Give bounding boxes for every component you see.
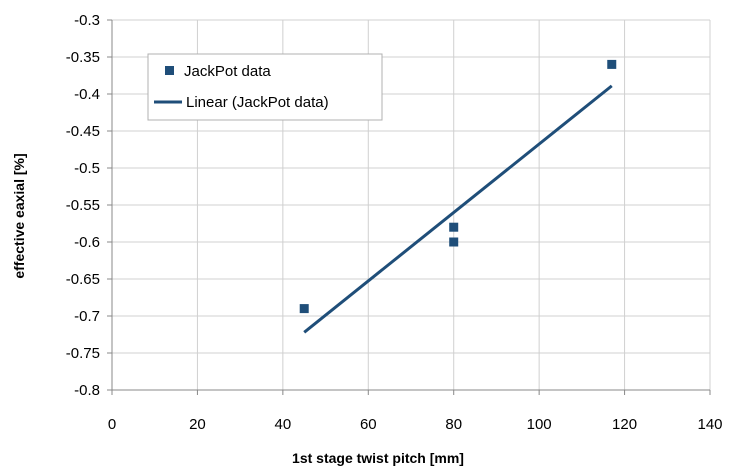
y-tick-labels: -0.3 -0.35 -0.4 -0.45 -0.5 -0.55 -0.6 -0.65 -0.7… [66,12,100,399]
x-tick-label: 20 [189,416,206,433]
axes [107,19,711,395]
legend-entry-linear: Linear (JackPot data) [186,94,329,111]
legend-box [147,53,383,121]
x-tick-label: 120 [612,416,637,433]
legend-entry-scatter: JackPot data [184,63,271,80]
y-tick-label: -0.35 [66,49,100,66]
data-point [449,222,459,232]
data-point [607,59,617,69]
legend: JackPot data Linear (JackPot data) [147,53,383,121]
y-tick-label: -0.6 [74,234,100,251]
trendline [303,84,613,334]
y-tick-label: -0.7 [74,308,100,325]
x-tick-labels: 0 20 40 60 80 100 120 140 [108,416,723,433]
y-tick-label: -0.5 [74,160,100,177]
y-tick-label: -0.65 [66,271,100,288]
data-point [299,304,309,314]
y-tick-label: -0.75 [66,345,100,362]
x-tick-label: 0 [108,416,116,433]
y-tick-label: -0.55 [66,197,100,214]
plot-series [299,59,617,334]
legend-marker-square [165,66,174,75]
grid [112,19,711,390]
y-tick-label: -0.45 [66,123,100,140]
y-tick-label: -0.8 [74,382,100,399]
x-tick-label: 140 [697,416,722,433]
x-tick-label: 80 [445,416,462,433]
y-axis-title: effective eaxial [%] [11,153,27,278]
x-axis-title: 1st stage twist pitch [mm] [292,450,464,466]
y-tick-label: -0.4 [74,86,100,103]
y-tick-label: -0.3 [74,12,100,29]
x-tick-label: 40 [275,416,292,433]
x-tick-label: 60 [360,416,377,433]
x-tick-label: 100 [527,416,552,433]
data-point [449,237,459,247]
